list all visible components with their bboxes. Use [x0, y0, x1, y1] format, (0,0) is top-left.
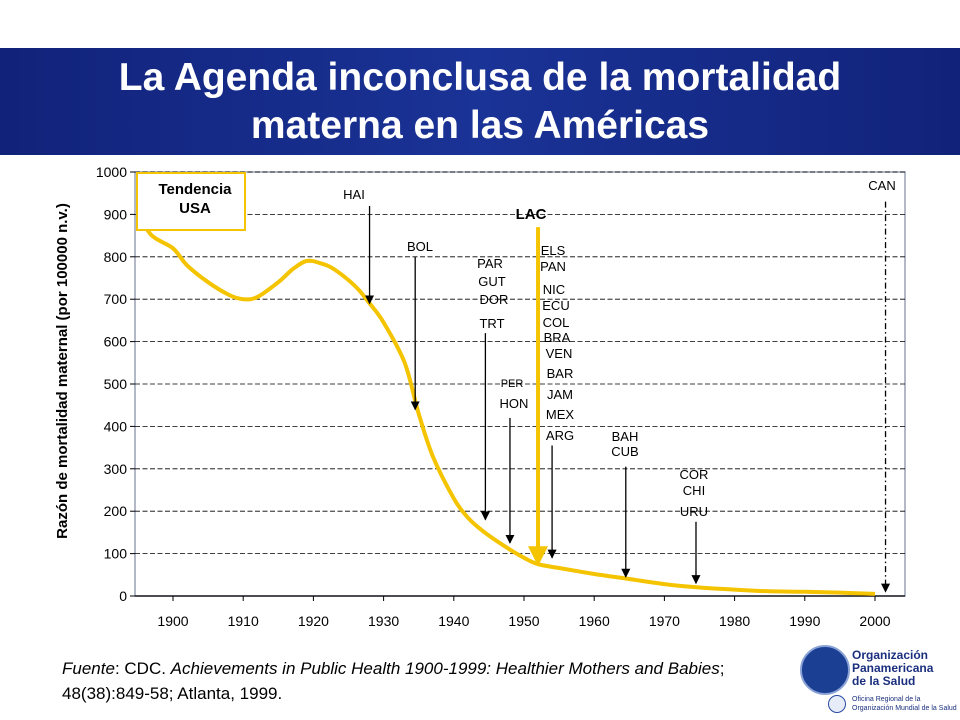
y-tick-label: 1000: [96, 164, 127, 180]
source-tail: ; 48(38):849-58; Atlanta, 1999.: [62, 659, 725, 703]
y-tick-label: 400: [104, 418, 128, 434]
country-label: ELS: [541, 243, 566, 258]
country-label: BOL: [407, 239, 433, 254]
source-prefix: Fuente: [62, 659, 115, 678]
country-label: COL: [543, 315, 570, 330]
x-tick-label: 1980: [719, 613, 750, 629]
country-label: PAN: [540, 259, 566, 274]
country-label: BAH: [612, 429, 639, 444]
country-label: ARG: [546, 428, 574, 443]
chart: 0 100 200 300 400 500 600 700 800 900 1000 1900 1910…: [96, 164, 906, 629]
paho-globe-icon: [800, 645, 850, 695]
country-label: PER: [501, 378, 524, 390]
x-tick-label: 1900: [157, 613, 188, 629]
logo-subtitle: Oficina Regional de la Organización Mund…: [852, 695, 960, 713]
x-tick-label: 1970: [649, 613, 680, 629]
logo-sub-line: Oficina Regional de la: [852, 696, 921, 703]
legend-label: Tendencia: [158, 181, 232, 198]
y-tick-label: 800: [104, 249, 128, 265]
legend-label: USA: [179, 200, 211, 217]
x-tick-label: 2000: [859, 613, 890, 629]
title-banner: La Agenda inconclusa de la mortalidad ma…: [0, 48, 960, 155]
paho-logo: Organización Panamericana de la Salud Of…: [800, 645, 960, 715]
who-emblem-icon: [828, 695, 846, 713]
x-tick-label: 1940: [438, 613, 469, 629]
y-tick-label: 600: [104, 334, 128, 350]
logo-name: Organización Panamericana de la Salud: [852, 649, 960, 688]
country-label: GUT: [478, 274, 506, 289]
y-tick-label: 500: [104, 376, 128, 392]
y-tick-label: 300: [104, 461, 128, 477]
y-tick-label: 900: [104, 206, 128, 222]
x-tick-label: 1920: [298, 613, 329, 629]
x-tick-label: 1960: [579, 613, 610, 629]
country-label: TRT: [479, 316, 504, 331]
country-label: BAR: [547, 366, 574, 381]
y-tick-label: 0: [119, 588, 127, 604]
country-label: LAC: [516, 206, 547, 223]
x-tick-label: 1910: [228, 613, 259, 629]
x-tick-label: 1930: [368, 613, 399, 629]
country-label: CHI: [683, 483, 705, 498]
source-plain: : CDC.: [114, 659, 171, 678]
country-label: MEX: [546, 407, 575, 422]
country-label: ECU: [542, 298, 569, 313]
country-label: HON: [500, 396, 529, 411]
logo-name-line: Panamericana: [852, 661, 934, 675]
logo-name-line: de la Salud: [852, 674, 916, 688]
y-axis-label: Razón de mortalidad maternal (por 100000…: [54, 203, 71, 539]
country-label: VEN: [546, 346, 573, 361]
country-label: JAM: [547, 387, 573, 402]
y-tick-label: 100: [104, 546, 128, 562]
country-label: CUB: [611, 444, 638, 459]
y-tick-label: 200: [104, 503, 128, 519]
page-title: La Agenda inconclusa de la mortalidad ma…: [118, 56, 842, 147]
legend-box: [136, 172, 246, 231]
country-label: HAI: [343, 187, 365, 202]
logo-sub-line: Organización Mundial de la Salud: [852, 705, 957, 712]
x-tick-label: 1950: [508, 613, 539, 629]
country-label: URU: [680, 504, 708, 519]
country-label: COR: [680, 467, 709, 482]
country-label: CAN: [868, 178, 895, 193]
source-citation: Fuente: CDC. Achievements in Public Heal…: [62, 656, 742, 706]
source-title: Achievements in Public Health 1900-1999:…: [170, 659, 720, 678]
country-label: NIC: [543, 282, 565, 297]
country-label: PAR: [477, 256, 503, 271]
trend-line-usa: [136, 213, 876, 596]
logo-name-line: Organización: [852, 648, 929, 662]
y-tick-label: 700: [104, 291, 128, 307]
country-label: DOR: [480, 292, 509, 307]
country-label: BRA: [544, 330, 571, 345]
x-tick-label: 1990: [789, 613, 820, 629]
